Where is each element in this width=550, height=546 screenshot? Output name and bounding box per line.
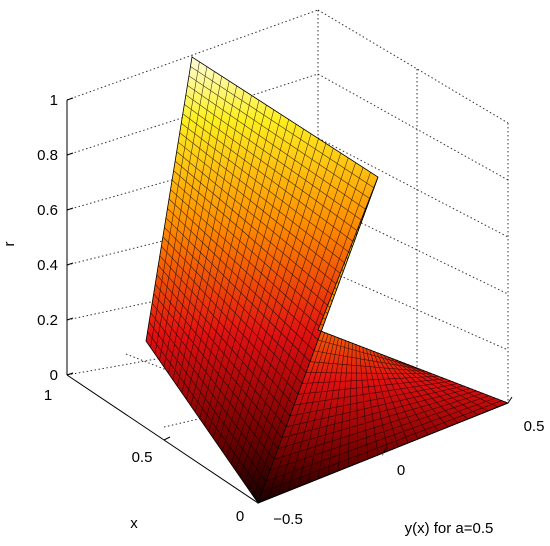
mesh-line	[161, 246, 299, 395]
mesh-line	[158, 265, 291, 417]
mesh-line	[165, 217, 311, 362]
mesh-line	[313, 350, 420, 370]
z-tick-label: 1	[50, 92, 58, 109]
mesh-line	[148, 321, 267, 482]
x-tick-marks	[66, 372, 265, 504]
mesh-line	[293, 380, 452, 406]
mesh-line	[353, 242, 357, 345]
mesh-line	[154, 284, 283, 438]
mesh-line	[171, 179, 327, 319]
y-tick-label: 0	[397, 462, 405, 479]
mesh-line	[181, 123, 351, 254]
mesh-line	[164, 227, 307, 373]
mesh-line	[151, 302, 275, 460]
mesh-line	[150, 312, 271, 471]
mesh-line	[182, 113, 355, 243]
x-axis-label: x	[130, 515, 138, 532]
mesh-line	[309, 361, 426, 372]
mesh-line	[341, 274, 376, 353]
z-tick-label: 0.4	[37, 257, 58, 274]
mesh-line	[273, 392, 483, 460]
mesh-line	[170, 189, 323, 330]
mesh-line	[147, 331, 263, 493]
z-tick-label: 0	[50, 367, 58, 384]
mesh-line	[281, 388, 471, 439]
mesh-line	[188, 75, 371, 199]
y-tick-label: 0.5	[524, 418, 545, 435]
mesh-line	[184, 104, 359, 232]
mesh-line	[297, 378, 445, 395]
mesh-line	[185, 94, 363, 221]
mesh-line	[156, 274, 287, 428]
y-axis-label: y(x) for a=0.5	[405, 520, 494, 537]
mesh-line	[305, 372, 433, 375]
mesh-line	[174, 160, 335, 297]
mesh-line	[261, 400, 502, 493]
mesh-line	[176, 151, 339, 286]
mesh-line	[277, 390, 477, 449]
x-tick-label: 1	[44, 387, 52, 404]
mesh-line	[301, 375, 439, 384]
mesh-line	[153, 293, 279, 449]
mesh-line	[345, 263, 369, 350]
mesh-line	[159, 255, 295, 406]
mesh-line	[265, 397, 496, 482]
z-axis-label: r	[1, 242, 18, 247]
z-tick-label: 0.6	[37, 202, 58, 219]
y-tick-label: −0.5	[273, 511, 303, 528]
mesh-line	[173, 170, 331, 308]
mesh-line	[178, 141, 343, 276]
y-tick-marks	[257, 396, 513, 504]
mesh-line	[187, 85, 367, 210]
z-tick-label: 0.2	[37, 312, 58, 329]
x-tick-label: 0	[236, 508, 244, 525]
mesh-line	[167, 208, 315, 352]
z-tick-marks	[66, 97, 74, 376]
z-tick-label: 0.8	[37, 147, 58, 164]
mesh-line	[349, 253, 363, 348]
mesh-line	[289, 383, 458, 417]
mesh-line	[179, 132, 347, 265]
x-axis-line	[66, 374, 259, 504]
mesh-line	[162, 236, 303, 384]
mesh-line	[168, 198, 319, 341]
mesh-line	[285, 385, 464, 428]
x-tick-label: 0.5	[132, 449, 153, 466]
mesh-line	[269, 395, 490, 471]
mesh-line	[190, 66, 375, 189]
